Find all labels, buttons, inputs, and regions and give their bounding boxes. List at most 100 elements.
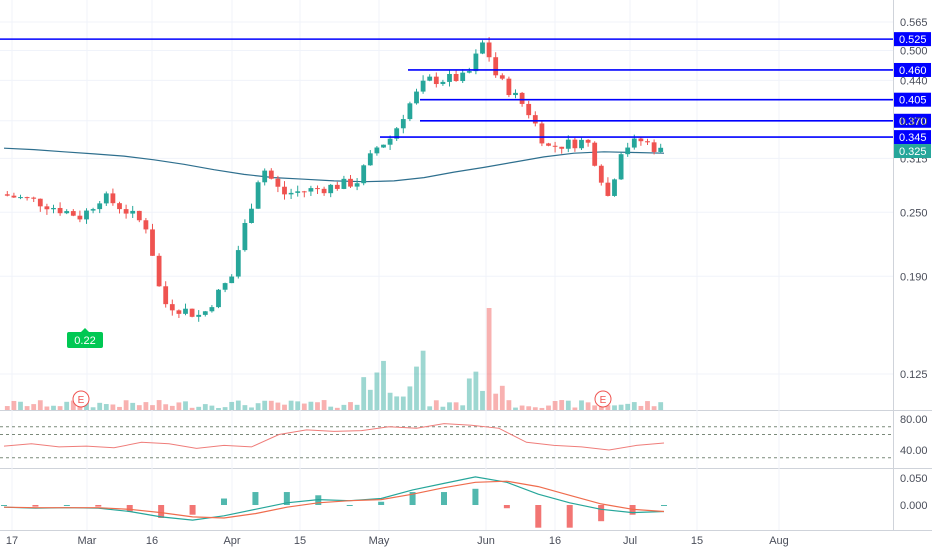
y-tick-label: 0.500 — [900, 46, 928, 58]
volume-bar — [328, 406, 334, 410]
volume-bar — [18, 401, 23, 410]
candle-body — [183, 308, 188, 314]
volume-bar — [222, 407, 228, 410]
volume-bar — [466, 378, 472, 410]
x-tick-label: Apr — [223, 535, 240, 547]
candle-body — [315, 188, 320, 190]
candle-body — [123, 209, 129, 214]
candle-body — [440, 81, 446, 85]
candle-body — [532, 115, 538, 124]
candle-body — [658, 147, 664, 152]
volume-bar — [282, 404, 287, 410]
x-tick-label: 15 — [294, 535, 306, 547]
candle-body — [163, 286, 169, 305]
annotations: 0.22 E E — [67, 328, 612, 408]
candle-body — [84, 210, 89, 220]
volume-bar — [400, 396, 406, 410]
macd-histogram-bar — [472, 488, 479, 505]
candle-body — [308, 188, 314, 192]
event-marker-label: E — [600, 395, 607, 406]
candle-body — [249, 208, 254, 223]
candle-body — [77, 215, 83, 220]
volume-bar — [143, 402, 149, 410]
candle-body — [143, 220, 149, 230]
x-tick-label: 17 — [6, 535, 18, 547]
candle-body — [321, 188, 327, 194]
volume-bar — [506, 400, 512, 410]
callout-box — [67, 332, 103, 348]
candle-body — [37, 198, 43, 207]
oscillator-pane: 80.00 40.00 — [0, 414, 928, 459]
price-level-label: 0.345 — [899, 132, 927, 144]
candle-body — [579, 139, 584, 149]
grid — [0, 0, 932, 531]
oscillator-line — [3, 423, 665, 451]
moving-average — [3, 147, 665, 183]
candle-body — [31, 197, 37, 199]
volume-bar — [37, 400, 43, 410]
price-axis[interactable]: 0.5650.5000.4400.3700.3150.2500.1900.125… — [894, 17, 931, 381]
volume-bar — [334, 407, 340, 410]
event-marker[interactable] — [72, 390, 90, 408]
volume-bar — [612, 405, 617, 410]
volume-bar — [4, 406, 10, 410]
candle-body — [585, 139, 591, 143]
horizontal-levels[interactable]: 0.525 0.460 0.405 0.370 0.345 — [0, 32, 931, 145]
candle-body — [539, 123, 545, 144]
time-axis[interactable]: 17 Mar 16 Apr 15 May Jun 16 Jul 15 Aug — [6, 535, 789, 547]
candle-body — [407, 103, 413, 120]
volume-bar — [51, 405, 56, 410]
candle-body — [552, 145, 558, 147]
volume-bar — [499, 385, 505, 410]
candle-body — [572, 139, 578, 149]
price-level-tag — [894, 113, 931, 128]
candle-body — [110, 193, 116, 204]
volume-bar — [585, 402, 591, 410]
volume-bar — [321, 400, 327, 410]
macd-histogram-bar — [63, 505, 70, 506]
candle-body — [499, 75, 505, 79]
candlesticks — [4, 37, 664, 322]
candle-body — [235, 250, 241, 277]
candle-body — [651, 142, 657, 152]
price-level-tag — [894, 62, 931, 77]
volume-bar — [163, 404, 169, 410]
candle-body — [381, 144, 386, 148]
volume-bar — [552, 401, 558, 410]
volume-bar — [447, 402, 452, 410]
volume-bar — [539, 407, 545, 410]
y-tick-label: 0.370 — [900, 116, 928, 128]
macd-line — [3, 476, 665, 521]
volume-bar — [176, 402, 182, 410]
candle-body — [44, 206, 50, 210]
candle-body — [24, 197, 30, 199]
candle-body — [275, 178, 281, 187]
volume-bar — [605, 405, 611, 410]
volume-bar — [235, 400, 241, 410]
macd-histogram-bar — [378, 501, 385, 505]
macd-histogram-bar — [1, 505, 7, 506]
volume-bar — [631, 402, 637, 410]
candle-body — [156, 255, 162, 287]
candle-body — [209, 307, 215, 312]
volume-bar — [579, 400, 584, 410]
candle-body — [645, 141, 650, 143]
candle-body — [612, 179, 617, 196]
candle-body — [268, 170, 274, 179]
volume-bar — [249, 407, 254, 410]
x-tick-label: Mar — [78, 535, 97, 547]
event-marker[interactable] — [594, 390, 612, 408]
volume-bar — [110, 404, 116, 410]
volume-bar — [658, 402, 664, 410]
volume-bar — [645, 401, 650, 410]
volume-bar — [361, 377, 367, 410]
macd-histogram-bar — [32, 505, 39, 507]
macd-histogram-bar — [283, 492, 290, 505]
volume-bar — [31, 404, 37, 410]
candle-body — [18, 197, 23, 199]
candle-body — [328, 184, 334, 194]
candle-body — [486, 42, 492, 58]
macd-histogram-bar — [598, 505, 605, 522]
